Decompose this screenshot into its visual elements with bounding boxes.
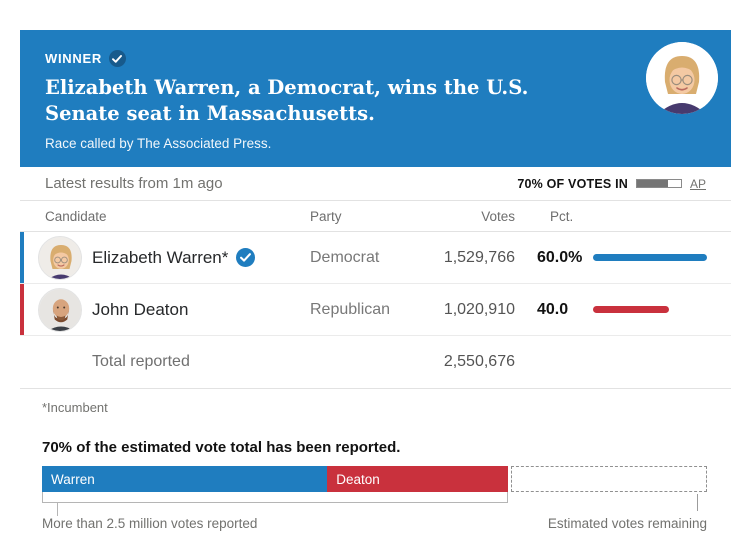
candidate-name: John Deaton [92, 299, 189, 319]
winner-row: WINNER [45, 50, 601, 67]
ap-source-link[interactable]: AP [689, 176, 706, 191]
warren-avatar-cell [24, 235, 92, 280]
stacked-bar: Warren Deaton [42, 466, 707, 493]
candidate-party: Democrat [310, 248, 380, 266]
total-reported-label: Total reported [92, 353, 190, 371]
warren-photo-avatar [646, 42, 718, 114]
votes-in-meter-fill [636, 180, 668, 188]
candidate-party: Republican [310, 300, 391, 318]
race-called-text: Race called by The Associated Press. [45, 136, 272, 152]
candidate-name-cell: Elizabeth Warren* [92, 248, 310, 268]
reporting-progress-chart: 70% of the estimated vote total has been… [42, 439, 707, 531]
winner-check-icon [236, 248, 256, 268]
column-header-party: Party [310, 208, 342, 224]
chart-annotations: More than 2.5 million votes reported Est… [42, 516, 707, 531]
warren-pct-bar [593, 254, 707, 262]
column-header-votes: Votes [481, 208, 515, 224]
warren-row-avatar [38, 235, 82, 280]
candidate-name: Elizabeth Warren* [92, 247, 229, 267]
candidate-votes: 1,529,766 [443, 248, 515, 266]
candidate-votes: 1,020,910 [443, 300, 515, 318]
total-reported-row: Total reported 2,550,676 [20, 336, 731, 390]
table-row-warren: Elizabeth Warren* Democrat 1,529,766 60.… [20, 232, 731, 285]
candidate-bar-cell [593, 254, 707, 262]
candidate-pct: 60.0% [537, 248, 583, 266]
party-indicator-democrat [20, 232, 24, 284]
party-indicator-republican [20, 284, 24, 336]
votes-reported-annotation: More than 2.5 million votes reported [42, 516, 258, 532]
votes-in-label: 70% OF VOTES IN [517, 176, 628, 191]
reporting-chart-title: 70% of the estimated vote total has been… [42, 439, 401, 457]
column-header-candidate: Candidate [45, 208, 107, 224]
headline: Elizabeth Warren, a Democrat, wins the U… [45, 76, 529, 126]
warren-segment: Warren [42, 466, 328, 493]
bracket-row [42, 492, 707, 518]
deaton-segment: Deaton [327, 466, 509, 493]
check-icon [108, 50, 126, 67]
deaton-row-avatar [38, 287, 82, 332]
winner-banner: WINNER Elizabeth Warren, a Democrat, win… [20, 30, 731, 168]
right-leader-line [697, 494, 698, 512]
winner-label: WINNER [45, 51, 102, 66]
votes-in-meter [635, 179, 682, 189]
left-leader-line [57, 503, 58, 517]
candidate-bar-cell [593, 306, 707, 314]
incumbent-footnote: *Incumbent [42, 400, 108, 416]
deaton-avatar-cell [24, 287, 92, 332]
table-header-row: Candidate Party Votes Pct. [20, 201, 731, 233]
latest-results-text: Latest results from 1m ago [45, 175, 223, 193]
candidate-name-cell: John Deaton [92, 300, 310, 320]
column-header-pct: Pct. [550, 208, 574, 224]
reported-bracket [42, 492, 509, 504]
election-results-card: WINNER Elizabeth Warren, a Democrat, win… [20, 30, 731, 531]
estimated-remaining-segment [511, 466, 707, 493]
total-reported-votes: 2,550,676 [443, 353, 515, 371]
votes-in-group: 70% OF VOTES IN AP [517, 177, 706, 191]
status-bar: Latest results from 1m ago 70% OF VOTES … [20, 167, 731, 202]
candidate-pct: 40.0 [537, 300, 569, 318]
table-row-deaton: John Deaton Republican 1,020,910 40.0 [20, 284, 731, 337]
votes-remaining-annotation: Estimated votes remaining [547, 516, 707, 532]
deaton-pct-bar [593, 306, 669, 314]
